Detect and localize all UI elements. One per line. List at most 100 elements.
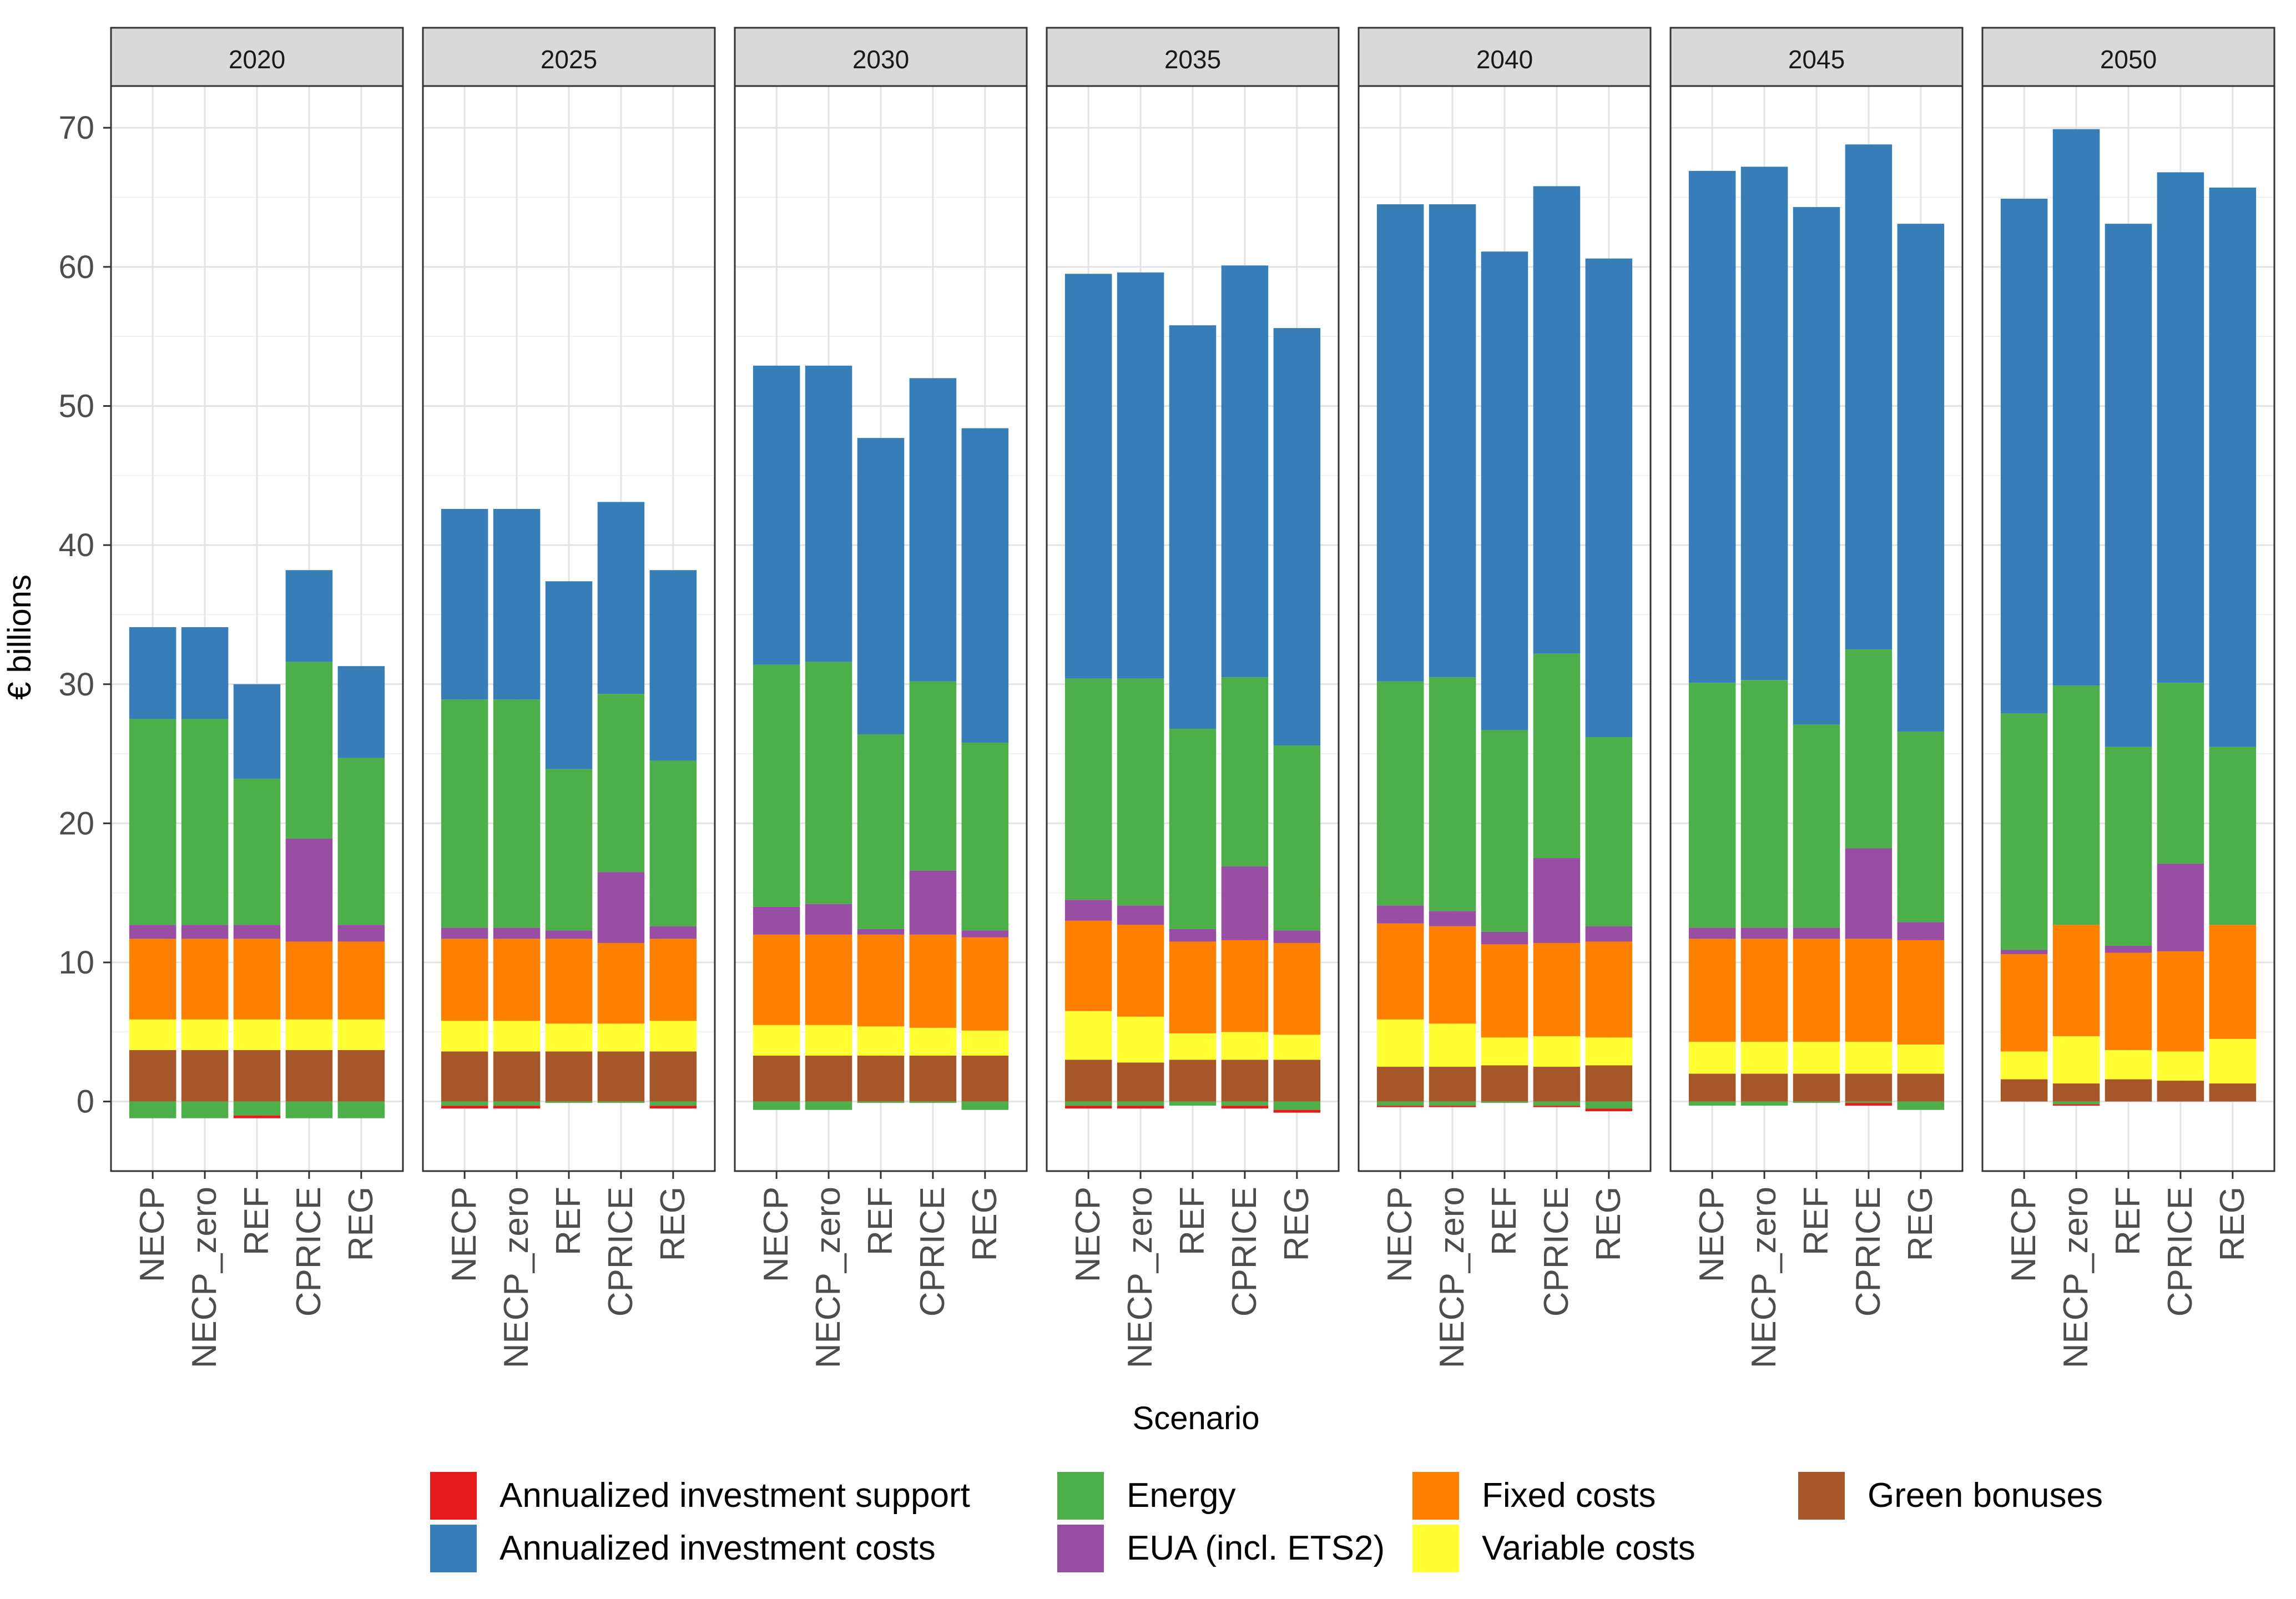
panel-border	[734, 85, 1028, 1172]
bar-variable-cprice-2025	[597, 1023, 645, 1052]
bar-energy-cprice-2025	[597, 694, 645, 872]
bar-neg-support-reg-2040	[1585, 1108, 1633, 1112]
facet-strip	[734, 27, 1028, 87]
legend-swatch	[430, 1525, 477, 1572]
panel-border	[1669, 85, 1964, 1172]
x-tick-label: NECP	[2005, 1187, 2043, 1282]
bar-green-ref-2045	[1793, 1073, 1840, 1102]
bar-variable-necp-2045	[1688, 1041, 1736, 1074]
bar-neg-support-reg-2035	[1273, 1109, 1321, 1113]
bar-green-cprice-2020	[285, 1050, 333, 1102]
bar-neg-energy-ref-2035	[1169, 1101, 1217, 1106]
bar-neg-energy-necp-2045	[1688, 1101, 1736, 1106]
bar-green-necp-2050	[2000, 1079, 2048, 1102]
bar-neg-energy-necp-2040	[1376, 1101, 1424, 1106]
bar-variable-ref-2020	[233, 1019, 281, 1050]
bar-eua-necp-2040	[1376, 905, 1424, 924]
bar-inv-reg-2025	[649, 570, 697, 761]
panel-2030: 2030 NECP NECP_zero REF CPRICE REG	[734, 27, 1028, 1368]
bar-fixed-cprice-2030	[909, 934, 957, 1028]
bar-eua-necp-2045	[1688, 927, 1736, 939]
bar-neg-support-necp_zero-2040	[1429, 1106, 1476, 1107]
bar-variable-necp_zero-2035	[1117, 1016, 1164, 1063]
y-tick-label: 30	[58, 667, 94, 703]
x-tick-label: REF	[1797, 1187, 1835, 1255]
bar-eua-reg-2040	[1585, 926, 1633, 942]
bar-energy-necp_zero-2025	[493, 699, 541, 928]
bar-fixed-reg-2045	[1897, 940, 1945, 1045]
bar-energy-reg-2035	[1273, 745, 1321, 931]
bar-fixed-necp-2040	[1376, 923, 1424, 1020]
bar-variable-necp_zero-2045	[1740, 1041, 1788, 1074]
bar-inv-necp_zero-2030	[805, 365, 852, 662]
bar-neg-energy-cprice-2030	[909, 1101, 957, 1103]
bar-green-necp-2020	[129, 1050, 176, 1102]
bar-inv-necp-2020	[129, 627, 176, 719]
bar-energy-ref-2030	[857, 734, 905, 929]
bar-green-reg-2050	[2209, 1083, 2257, 1102]
bar-inv-reg-2035	[1273, 328, 1321, 746]
bar-fixed-cprice-2035	[1221, 940, 1269, 1032]
bar-inv-reg-2030	[961, 428, 1009, 743]
bar-fixed-cprice-2020	[285, 941, 333, 1020]
bar-eua-ref-2030	[857, 929, 905, 935]
bar-energy-necp-2030	[753, 664, 800, 907]
bar-neg-support-reg-2025	[649, 1106, 697, 1109]
bar-green-ref-2030	[857, 1055, 905, 1102]
x-tick-label: CPRICE	[1849, 1187, 1888, 1316]
bar-inv-necp_zero-2040	[1429, 204, 1476, 678]
bar-inv-necp_zero-2020	[181, 627, 229, 719]
facet-strip-label: 2045	[1788, 45, 1845, 74]
bar-green-necp-2030	[753, 1055, 800, 1102]
bar-neg-energy-ref-2030	[857, 1101, 905, 1103]
bar-energy-necp-2040	[1376, 681, 1424, 906]
bar-eua-necp_zero-2025	[493, 927, 541, 939]
bar-energy-cprice-2050	[2157, 683, 2204, 864]
bar-energy-necp-2035	[1064, 678, 1112, 900]
bar-energy-reg-2025	[649, 760, 697, 926]
panel-2045: 2045 NECP NECP_zero REF CPRICE REG	[1669, 27, 1964, 1368]
bar-green-ref-2050	[2105, 1079, 2152, 1102]
bar-energy-necp_zero-2050	[2052, 685, 2100, 925]
x-tick-label: CPRICE	[2161, 1187, 2199, 1316]
bar-eua-ref-2025	[545, 930, 593, 939]
bar-variable-cprice-2045	[1845, 1041, 1893, 1074]
bar-fixed-ref-2050	[2105, 952, 2152, 1050]
bar-inv-reg-2040	[1585, 258, 1633, 737]
bar-neg-energy-ref-2025	[545, 1101, 593, 1103]
bar-fixed-necp-2050	[2000, 954, 2048, 1052]
bar-fixed-ref-2030	[857, 934, 905, 1027]
bar-eua-cprice-2030	[909, 870, 957, 935]
x-tick-label: NECP_zero	[185, 1187, 224, 1368]
y-tick-label: 0	[77, 1084, 94, 1120]
legend-swatch	[430, 1472, 477, 1520]
bar-inv-cprice-2020	[285, 570, 333, 662]
bar-eua-ref-2050	[2105, 945, 2152, 953]
x-tick-label: REG	[1901, 1187, 1940, 1261]
bar-neg-energy-reg-2020	[337, 1101, 385, 1118]
bar-green-ref-2020	[233, 1050, 281, 1102]
x-tick-label: NECP	[445, 1187, 483, 1282]
bar-fixed-ref-2025	[545, 939, 593, 1024]
bar-eua-cprice-2025	[597, 872, 645, 943]
bar-green-necp-2025	[441, 1051, 488, 1102]
bar-variable-cprice-2040	[1533, 1036, 1581, 1067]
bar-variable-cprice-2020	[285, 1019, 333, 1050]
bar-green-ref-2035	[1169, 1060, 1217, 1102]
x-tick-label: REF	[2109, 1187, 2147, 1255]
bar-neg-support-necp_zero-2050	[2052, 1104, 2100, 1106]
bar-inv-necp_zero-2035	[1117, 272, 1164, 679]
bar-inv-ref-2025	[545, 581, 593, 769]
bar-fixed-necp_zero-2045	[1740, 939, 1788, 1042]
bar-eua-cprice-2035	[1221, 866, 1269, 940]
bar-green-ref-2025	[545, 1051, 593, 1102]
legend-label: Green bonuses	[1868, 1476, 2103, 1515]
x-tick-label: CPRICE	[914, 1187, 952, 1316]
bar-energy-necp_zero-2030	[805, 662, 852, 904]
bar-energy-reg-2030	[961, 743, 1009, 931]
bar-neg-energy-cprice-2045	[1845, 1101, 1893, 1103]
bar-fixed-ref-2020	[233, 939, 281, 1020]
facet-strip-label: 2035	[1164, 45, 1221, 74]
legend-item-eua: EUA (incl. ETS2)	[1057, 1525, 1385, 1572]
bar-energy-ref-2035	[1169, 728, 1217, 929]
